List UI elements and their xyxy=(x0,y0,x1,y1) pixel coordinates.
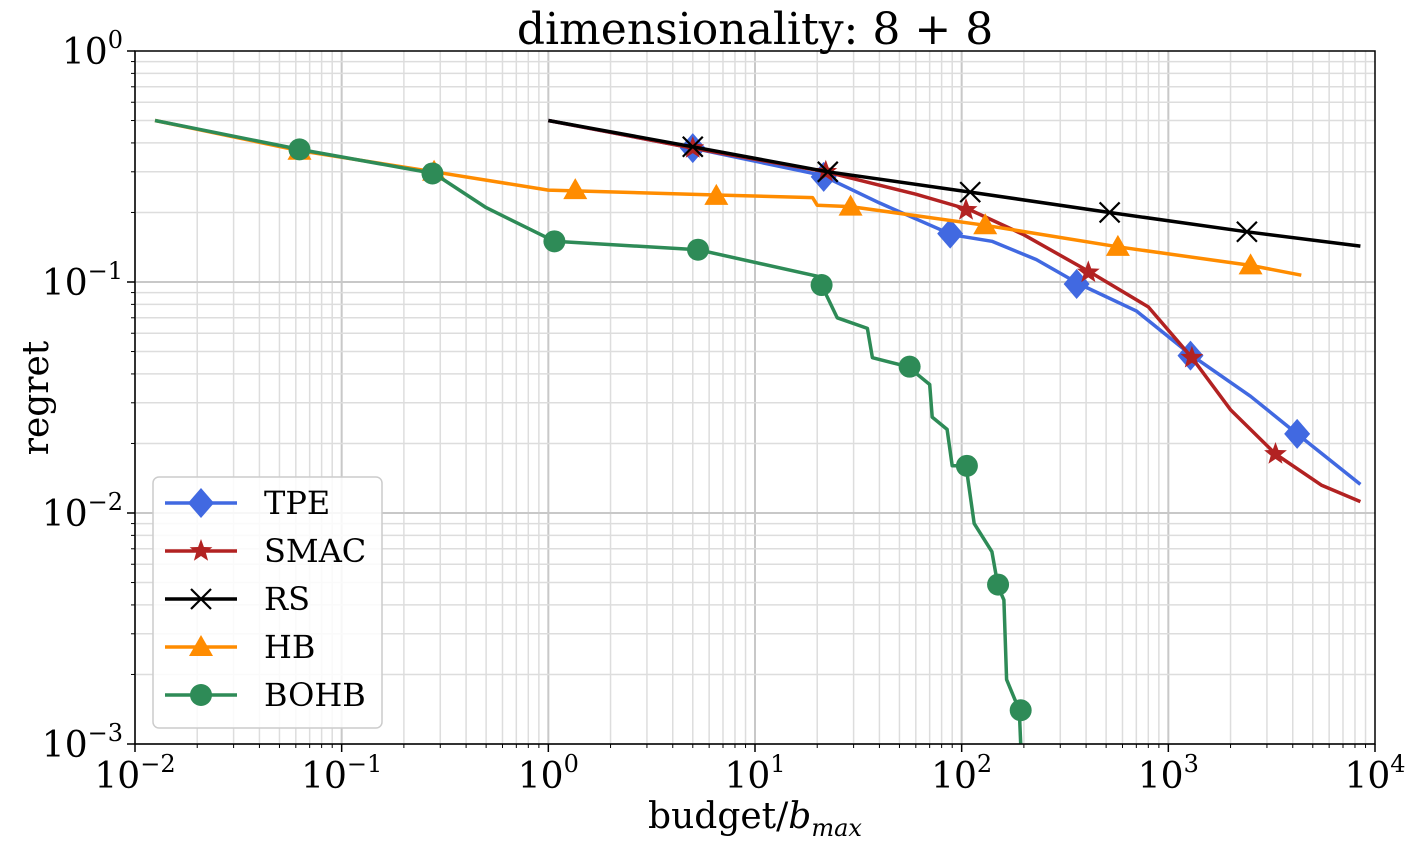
series-point-hb xyxy=(1238,253,1263,275)
series-point-rs xyxy=(1236,220,1258,243)
series-point-tpe xyxy=(1284,418,1311,449)
series-point-hb xyxy=(704,183,729,205)
legend: TPE SMAC RS HB BOHB xyxy=(152,476,383,729)
series-line-tpe xyxy=(547,118,1362,486)
series-point-bohb xyxy=(898,355,921,378)
legend-item-tpe: TPE xyxy=(165,484,330,522)
legend-marker xyxy=(188,488,214,518)
x-marker-stroke xyxy=(1236,220,1258,243)
series-point-rs xyxy=(959,181,981,203)
x-axis-label: budget/bmax xyxy=(648,796,862,842)
series-point-bohb xyxy=(955,454,978,477)
x-marker-stroke xyxy=(1098,201,1121,224)
series-point-tpe xyxy=(937,218,964,249)
series-point-rs xyxy=(682,135,704,158)
legend-marker xyxy=(189,539,213,561)
series-line-hb xyxy=(154,118,1302,277)
series-point-smac xyxy=(954,198,978,220)
series-point-hb xyxy=(1105,234,1130,256)
x-marker-stroke xyxy=(959,181,981,203)
series-bohb xyxy=(154,118,1032,744)
legend-item-rs: RS xyxy=(165,580,310,618)
x-tick-label: 10−1 xyxy=(301,750,382,797)
legend-label: SMAC xyxy=(264,532,366,570)
x-marker-stroke xyxy=(682,135,704,158)
legend-label: BOHB xyxy=(264,676,366,714)
series-point-rs xyxy=(1098,201,1121,224)
legend-marker xyxy=(190,684,212,706)
x-tick-label: 10−2 xyxy=(94,750,175,797)
x-tick-label: 102 xyxy=(931,750,992,797)
series-point-smac xyxy=(1180,345,1204,368)
chart-title: dimensionality: 8 + 8 xyxy=(517,4,993,55)
y-tick-label: 10−3 xyxy=(42,719,123,766)
y-tick-label: 100 xyxy=(62,26,123,73)
series-point-bohb xyxy=(687,238,710,261)
x-axis-label-var: b xyxy=(788,796,811,837)
legend-label: TPE xyxy=(264,484,330,522)
y-tick-label: 10−1 xyxy=(42,257,123,304)
legend-label: RS xyxy=(264,580,310,618)
series-point-hb xyxy=(563,178,588,200)
x-axis-label-text: budget/ xyxy=(648,796,789,837)
x-tick-label: 101 xyxy=(724,750,785,797)
series-point-rs xyxy=(817,161,839,183)
x-axis-label-sub: max xyxy=(811,814,862,842)
series-layer xyxy=(154,118,1362,744)
series-point-bohb xyxy=(987,573,1010,596)
x-tick-label: 104 xyxy=(1344,750,1405,797)
legend-label: HB xyxy=(264,628,315,666)
legend-box xyxy=(152,476,383,729)
series-line-smac xyxy=(547,118,1362,504)
x-tick-label: 103 xyxy=(1138,750,1199,797)
series-tpe xyxy=(547,118,1362,486)
series-point-bohb xyxy=(810,274,833,297)
y-axis-label: regret xyxy=(16,340,57,455)
legend-item-hb: HB xyxy=(165,628,315,666)
x-marker-stroke xyxy=(190,588,212,610)
series-point-smac xyxy=(1076,260,1100,283)
series-point-hb xyxy=(973,213,998,235)
legend-marker xyxy=(190,588,212,610)
series-point-smac xyxy=(1264,442,1287,464)
series-rs xyxy=(547,118,1361,248)
series-point-bohb xyxy=(421,162,444,185)
series-point-hb xyxy=(838,194,863,216)
legend-item-smac: SMAC xyxy=(165,532,366,570)
legend-item-bohb: BOHB xyxy=(165,676,366,714)
x-tick-label: 100 xyxy=(518,750,579,797)
series-hb xyxy=(154,118,1302,277)
series-point-bohb xyxy=(1009,699,1032,722)
y-tick-label: 10−2 xyxy=(42,488,123,535)
series-point-bohb xyxy=(543,230,566,253)
x-marker-stroke xyxy=(817,161,839,183)
legend-marker xyxy=(189,635,213,656)
series-smac xyxy=(547,118,1362,504)
series-point-bohb xyxy=(288,138,311,161)
